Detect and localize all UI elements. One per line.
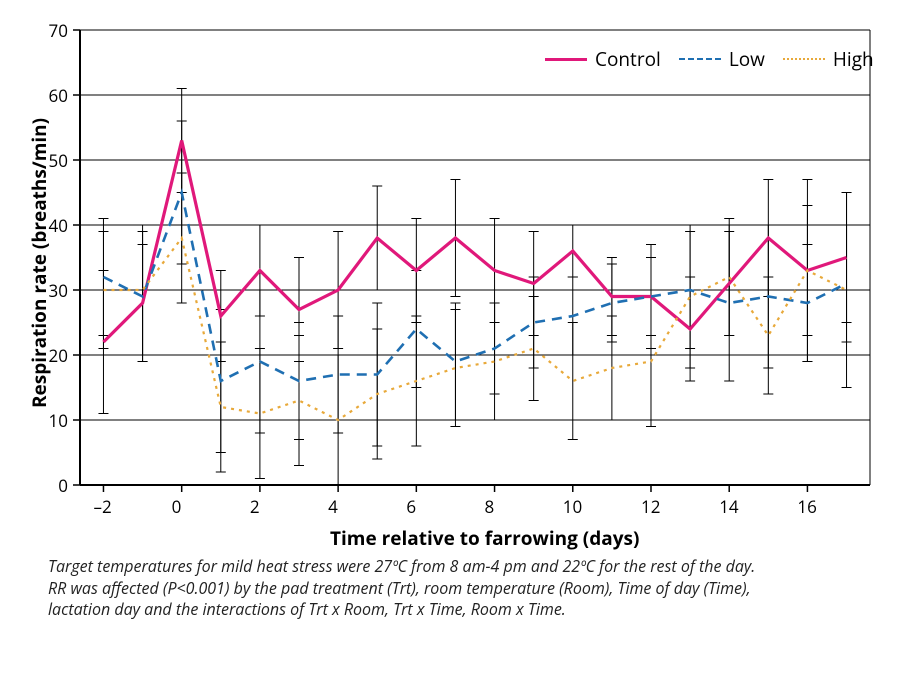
series-control <box>104 141 847 343</box>
y-tick-label: 20 <box>49 344 68 367</box>
caption: Target temperatures for mild heat stress… <box>48 556 868 621</box>
x-tick-label: 0 <box>172 495 182 518</box>
y-tick-label: 60 <box>49 84 68 107</box>
x-tick-label: –2 <box>93 495 111 518</box>
chart-container: Respiration rate (breaths/min) Time rela… <box>0 0 900 673</box>
caption-line: lactation day and the interactions of Tr… <box>48 599 868 621</box>
x-tick-label: 10 <box>563 495 582 518</box>
y-tick-label: 10 <box>49 409 68 432</box>
x-tick-label: 16 <box>797 495 816 518</box>
x-tick-label: 12 <box>641 495 660 518</box>
plot-svg <box>0 0 900 560</box>
x-tick-label: 6 <box>406 495 416 518</box>
series-high <box>104 238 847 420</box>
x-tick-label: 14 <box>719 495 738 518</box>
x-tick-label: 4 <box>328 495 338 518</box>
y-tick-label: 50 <box>49 149 68 172</box>
y-tick-label: 70 <box>49 19 68 42</box>
caption-line: RR was affected (P<0.001) by the pad tre… <box>48 578 868 600</box>
caption-line: Target temperatures for mild heat stress… <box>48 556 868 578</box>
x-tick-label: 8 <box>485 495 495 518</box>
y-tick-label: 0 <box>58 474 68 497</box>
y-tick-label: 40 <box>49 214 68 237</box>
x-tick-label: 2 <box>250 495 260 518</box>
y-tick-label: 30 <box>49 279 68 302</box>
